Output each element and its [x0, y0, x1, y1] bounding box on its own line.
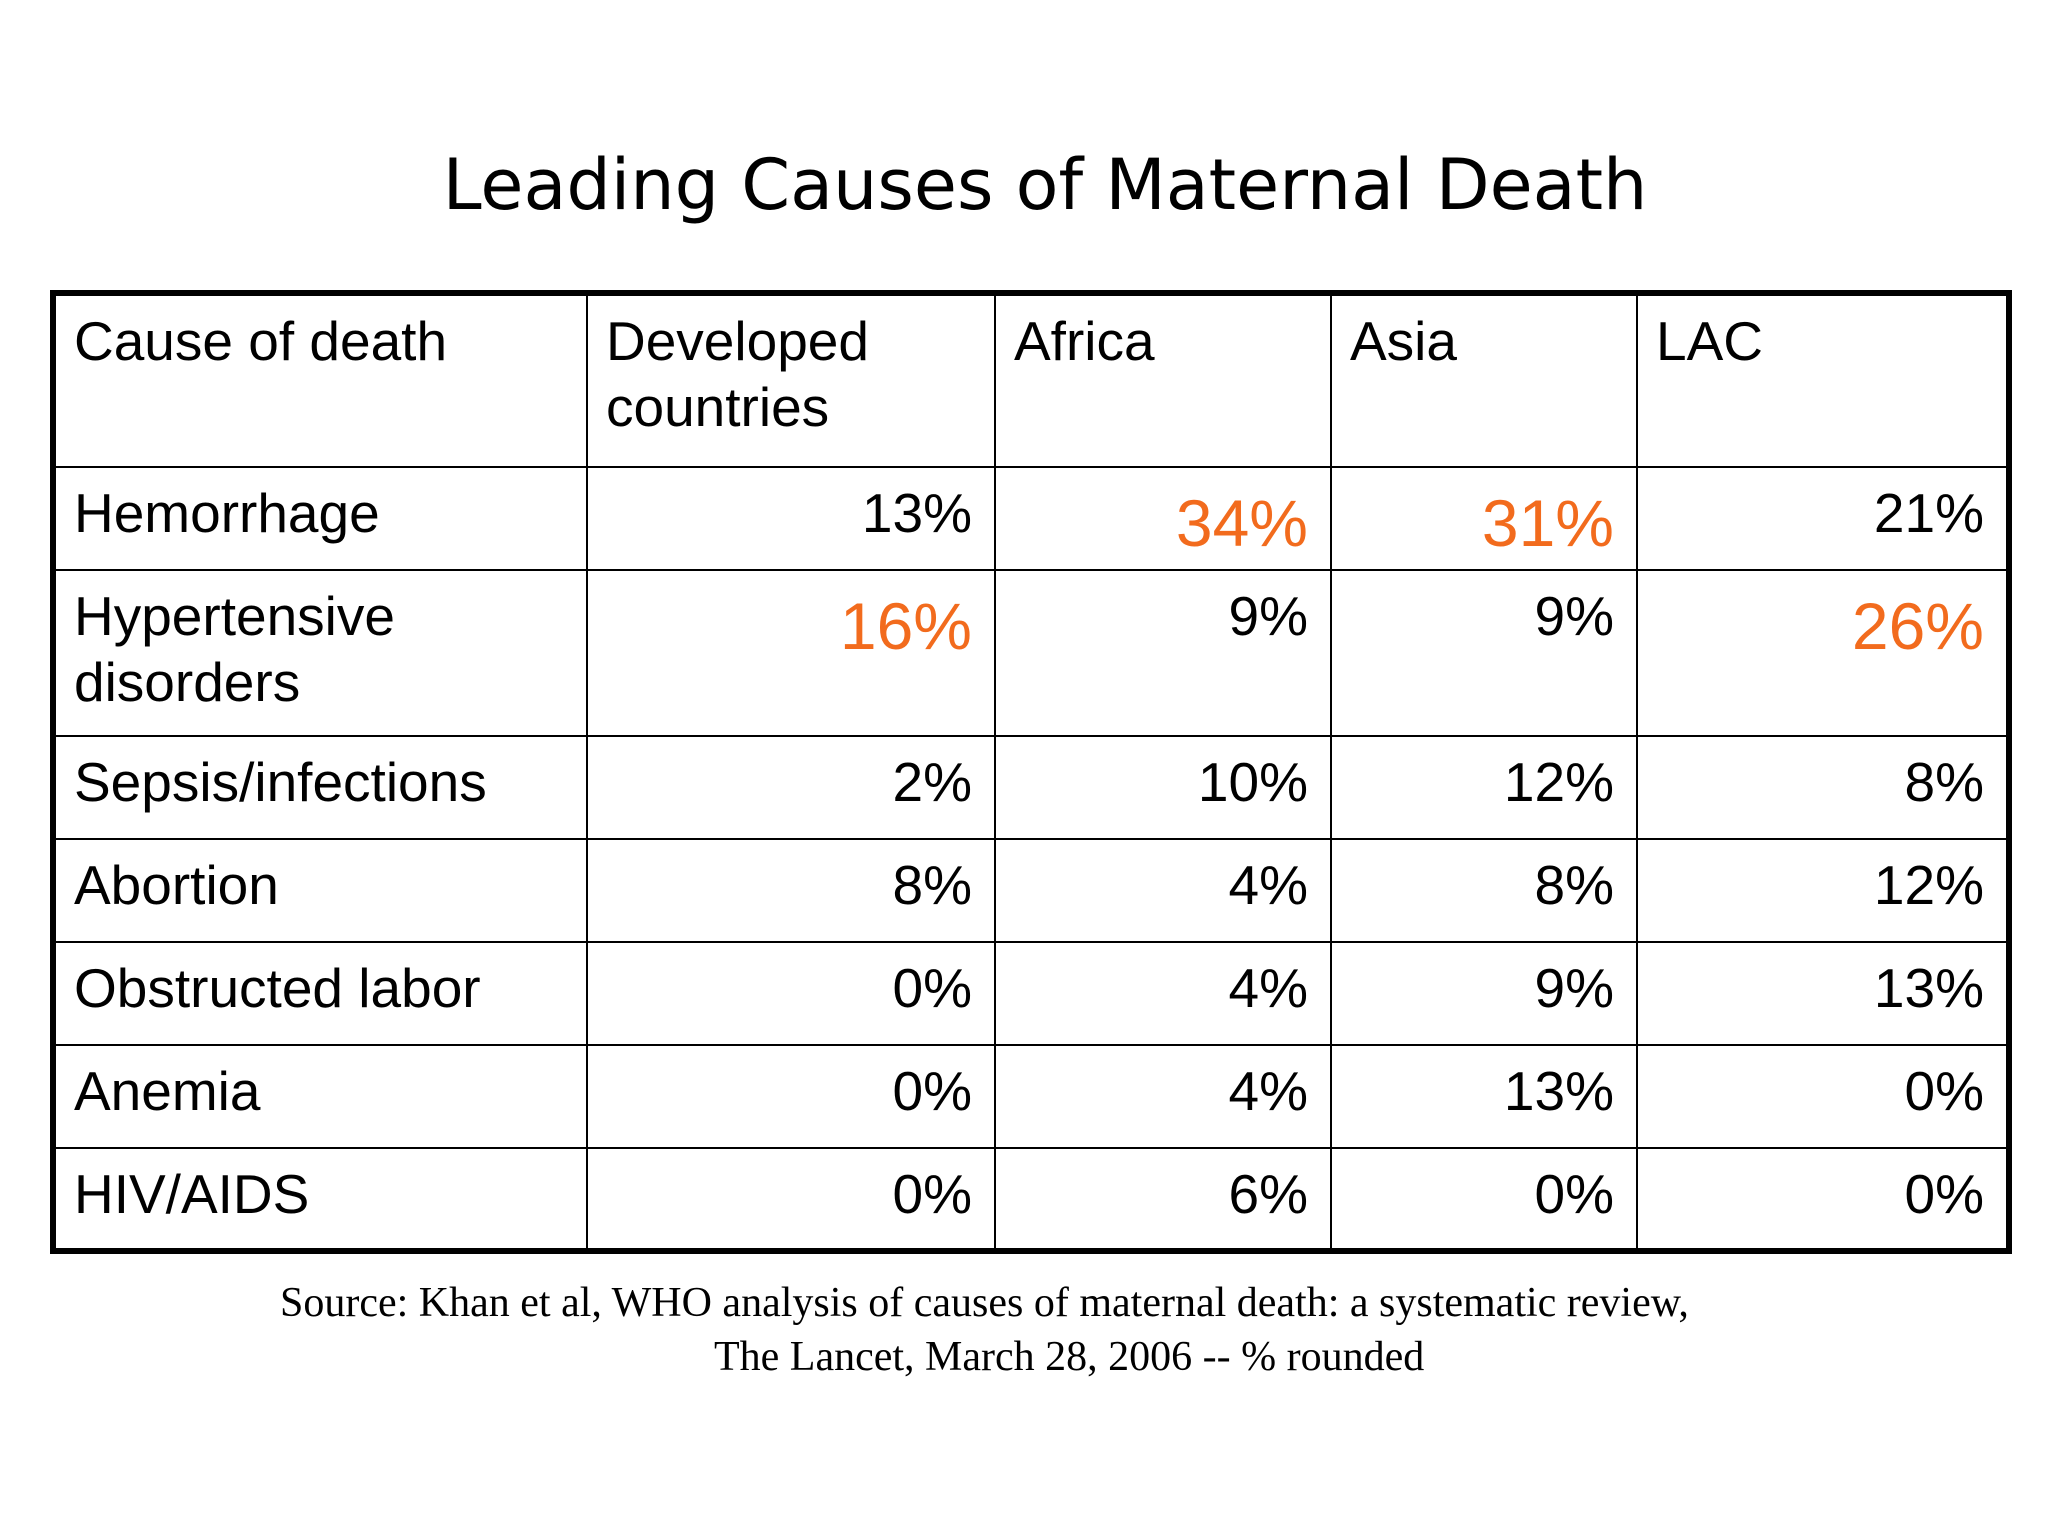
row-label: HIV/AIDS: [52, 1147, 588, 1252]
value-cell: 6%: [994, 1147, 1332, 1252]
causes-table: Cause of death Developed countries Afric…: [50, 290, 2012, 1254]
value-cell: 4%: [994, 1044, 1332, 1149]
value-cell: 12%: [1636, 838, 2010, 943]
slide-title: Leading Causes of Maternal Death: [442, 144, 1648, 226]
value-cell: 4%: [994, 941, 1332, 1046]
value-cell: 0%: [586, 941, 996, 1046]
row-label: Obstructed labor: [52, 941, 588, 1046]
value-cell: 13%: [1636, 941, 2010, 1046]
value-cell: 0%: [1636, 1044, 2010, 1149]
row-label: Abortion: [52, 838, 588, 943]
value-cell: 2%: [586, 735, 996, 840]
row-label: Sepsis/infections: [52, 735, 588, 840]
source-citation-line-2: The Lancet, March 28, 2006 -- % rounded: [714, 1334, 1425, 1380]
row-label: Hemorrhage: [52, 466, 588, 571]
value-cell: 0%: [1636, 1147, 2010, 1252]
value-cell: 0%: [586, 1044, 996, 1149]
header-developed: Developed countries: [586, 292, 996, 468]
source-citation-line-1: Source: Khan et al, WHO analysis of caus…: [280, 1280, 1689, 1326]
value-cell: 13%: [1330, 1044, 1638, 1149]
value-cell: 8%: [1636, 735, 2010, 840]
value-cell: 9%: [994, 569, 1332, 737]
header-africa: Africa: [994, 292, 1332, 468]
value-cell: 9%: [1330, 569, 1638, 737]
value-cell: 34%: [994, 466, 1332, 571]
row-label: Anemia: [52, 1044, 588, 1149]
value-cell: 9%: [1330, 941, 1638, 1046]
value-cell: 0%: [1330, 1147, 1638, 1252]
value-cell: 13%: [586, 466, 996, 571]
table-row: Hypertensive disorders 16% 9% 9% 26%: [52, 569, 2010, 737]
value-cell: 12%: [1330, 735, 1638, 840]
row-label: Hypertensive disorders: [52, 569, 588, 737]
table-row: HIV/AIDS 0% 6% 0% 0%: [52, 1147, 2010, 1252]
value-cell: 0%: [586, 1147, 996, 1252]
header-asia: Asia: [1330, 292, 1638, 468]
value-cell: 4%: [994, 838, 1332, 943]
value-cell: 21%: [1636, 466, 2010, 571]
value-cell: 31%: [1330, 466, 1638, 571]
value-cell: 8%: [586, 838, 996, 943]
value-cell: 8%: [1330, 838, 1638, 943]
table-row: Hemorrhage 13% 34% 31% 21%: [52, 466, 2010, 571]
table-header-row: Cause of death Developed countries Afric…: [52, 292, 2010, 468]
table-row: Sepsis/infections 2% 10% 12% 8%: [52, 735, 2010, 840]
table-row: Anemia 0% 4% 13% 0%: [52, 1044, 2010, 1149]
table-row: Obstructed labor 0% 4% 9% 13%: [52, 941, 2010, 1046]
value-cell: 10%: [994, 735, 1332, 840]
table-row: Abortion 8% 4% 8% 12%: [52, 838, 2010, 943]
value-cell: 16%: [586, 569, 996, 737]
header-cause: Cause of death: [52, 292, 588, 468]
value-cell: 26%: [1636, 569, 2010, 737]
header-lac: LAC: [1636, 292, 2010, 468]
